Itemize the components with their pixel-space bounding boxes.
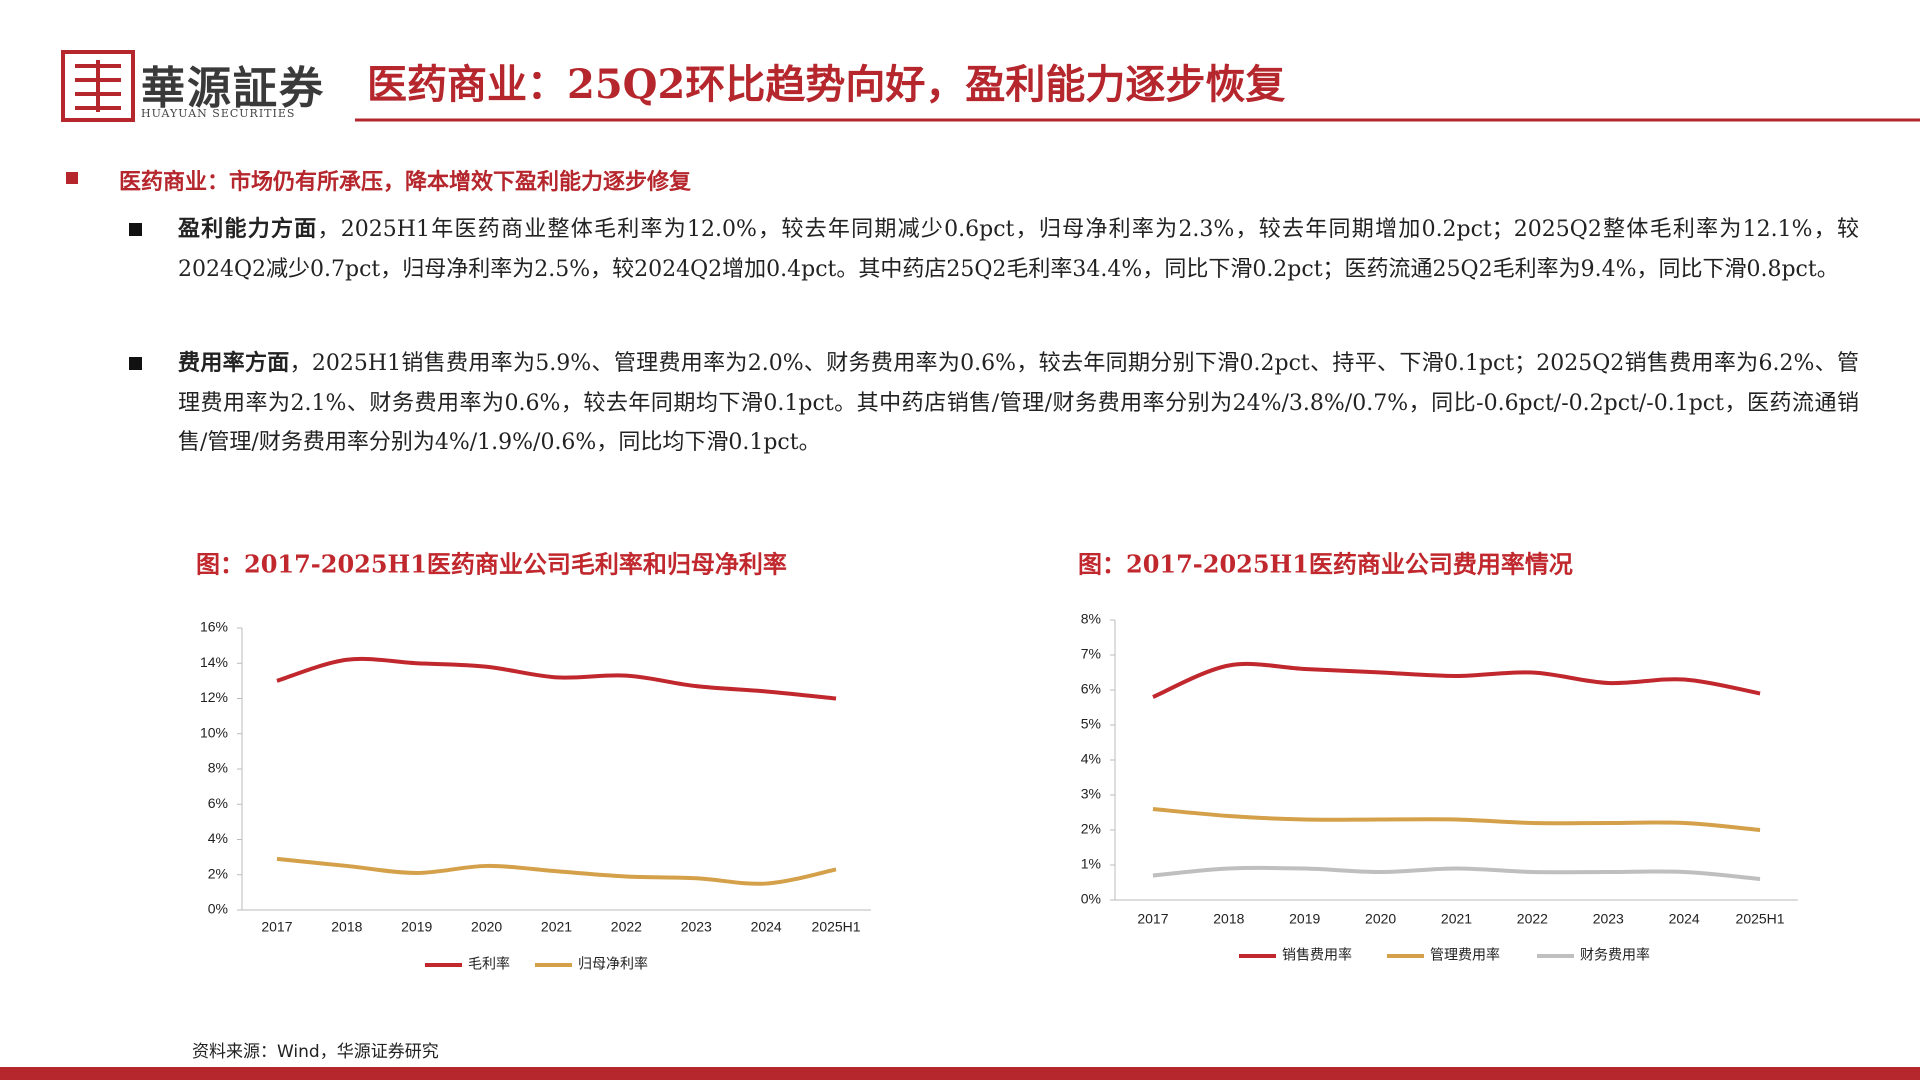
y-tick-label: 12% xyxy=(200,689,228,705)
legend-label: 财务费用率 xyxy=(1580,947,1650,963)
y-tick-label: 8% xyxy=(1081,611,1101,627)
y-tick-label: 5% xyxy=(1081,716,1101,732)
x-tick-label: 2021 xyxy=(541,919,572,935)
y-tick-label: 6% xyxy=(208,795,228,811)
series-line xyxy=(1152,865,1761,881)
brand: 華源証券 xyxy=(141,63,325,114)
body: ，2025H1年医药商业整体毛利率为12.0%，较去年同期减少0.6pct，归母… xyxy=(178,217,1859,282)
x-tick-label: 2019 xyxy=(401,919,432,935)
x-tick-label: 2024 xyxy=(1669,911,1700,927)
y-tick-label: 7% xyxy=(1081,646,1101,662)
section-bullet xyxy=(66,172,78,184)
x-tick-label: 2018 xyxy=(331,919,362,935)
chart-title: 图：2017-2025H1医药商业公司费用率情况 xyxy=(1078,550,1573,579)
y-tick-label: 4% xyxy=(1081,751,1101,767)
x-tick-label: 2023 xyxy=(1593,911,1624,927)
x-tick-label: 2023 xyxy=(681,919,712,935)
series-line xyxy=(276,856,837,886)
legend-label: 毛利率 xyxy=(468,956,510,972)
lead: 盈利能力方面 xyxy=(178,216,318,242)
x-tick-label: 2025H1 xyxy=(1736,911,1785,927)
y-tick-label: 4% xyxy=(208,830,228,846)
footer-bar xyxy=(0,1067,1920,1080)
x-tick-label: 2020 xyxy=(471,919,502,935)
y-tick-label: 8% xyxy=(208,760,228,776)
series-line xyxy=(1152,661,1761,699)
x-tick-label: 2017 xyxy=(1137,911,1168,927)
y-tick-label: 2% xyxy=(1081,821,1101,837)
legend-label: 管理费用率 xyxy=(1430,947,1500,963)
body: ，2025H1销售费用率为5.9%、管理费用率为2.0%、财务费用率为0.6%，… xyxy=(178,351,1859,455)
paragraph: 盈利能力方面，2025H1年医药商业整体毛利率为12.0%，较去年同期减少0.6… xyxy=(178,210,1859,289)
y-tick-label: 2% xyxy=(208,865,228,881)
y-tick-label: 1% xyxy=(1081,856,1101,872)
bullet xyxy=(129,223,142,236)
logo xyxy=(61,50,135,122)
y-tick-label: 16% xyxy=(200,619,228,635)
source: 资料来源：Wind，华源证券研究 xyxy=(192,1042,439,1062)
paragraph: 费用率方面，2025H1销售费用率为5.9%、管理费用率为2.0%、财务费用率为… xyxy=(178,344,1859,463)
section-heading: 医药商业：市场仍有所承压，降本增效下盈利能力逐步修复 xyxy=(119,169,692,195)
x-tick-label: 2024 xyxy=(751,919,782,935)
series-line xyxy=(1152,807,1761,832)
y-tick-label: 14% xyxy=(200,654,228,670)
x-tick-label: 2022 xyxy=(1517,911,1548,927)
y-tick-label: 10% xyxy=(200,724,228,740)
lead: 费用率方面 xyxy=(178,350,290,376)
title: 医药商业：25Q2环比趋势向好，盈利能力逐步恢复 xyxy=(367,61,1286,108)
chart-title: 图：2017-2025H1医药商业公司毛利率和归母净利率 xyxy=(196,550,787,579)
x-tick-label: 2022 xyxy=(611,919,642,935)
x-tick-label: 2019 xyxy=(1289,911,1320,927)
x-tick-label: 2018 xyxy=(1213,911,1244,927)
y-tick-label: 6% xyxy=(1081,681,1101,697)
legend-label: 归母净利率 xyxy=(578,956,648,972)
x-tick-label: 2025H1 xyxy=(812,919,861,935)
y-tick-label: 3% xyxy=(1081,786,1101,802)
series-line xyxy=(276,656,837,701)
y-tick-label: 0% xyxy=(208,901,228,917)
brand-en: HUAYUAN SECURITIES xyxy=(141,107,296,120)
y-tick-label: 0% xyxy=(1081,891,1101,907)
bullet xyxy=(129,357,142,370)
x-tick-label: 2021 xyxy=(1441,911,1472,927)
x-tick-label: 2017 xyxy=(261,919,292,935)
x-tick-label: 2020 xyxy=(1365,911,1396,927)
legend-label: 销售费用率 xyxy=(1282,947,1352,963)
